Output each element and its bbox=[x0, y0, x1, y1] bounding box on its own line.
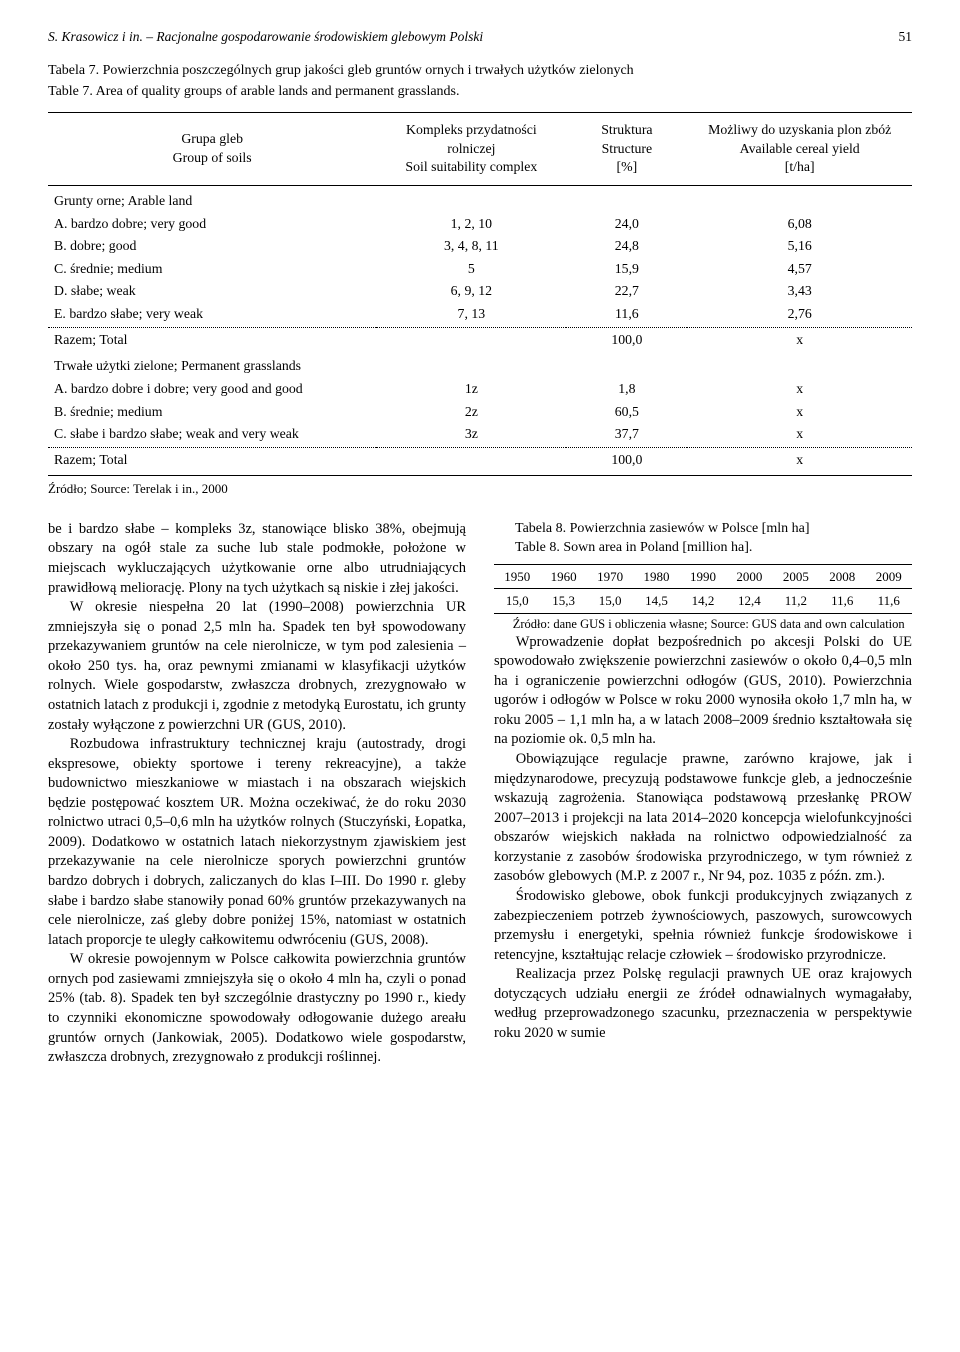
table-cell: A. bardzo dobre; very good bbox=[48, 213, 376, 236]
table-cell: 24,8 bbox=[566, 235, 687, 258]
table-cell bbox=[376, 327, 566, 351]
table-cell: 5 bbox=[376, 258, 566, 281]
table-cell: x bbox=[687, 378, 912, 401]
table-cell: 11,6 bbox=[819, 589, 865, 614]
table-cell: 6, 9, 12 bbox=[376, 280, 566, 303]
table-cell: C. średnie; medium bbox=[48, 258, 376, 281]
table-cell: Razem; Total bbox=[48, 327, 376, 351]
table-cell: 60,5 bbox=[566, 401, 687, 424]
table-cell: B. dobre; good bbox=[48, 235, 376, 258]
table-cell: 14,5 bbox=[633, 589, 679, 614]
para: Obowiązujące regulacje prawne, zarówno k… bbox=[494, 750, 912, 887]
para: Środowisko glebowe, obok funkcji produkc… bbox=[494, 887, 912, 965]
running-head-text: S. Krasowicz i in. – Racjonalne gospodar… bbox=[48, 28, 483, 46]
table-cell: 100,0 bbox=[566, 327, 687, 351]
t7-h2: Kompleks przydatności rolniczej Soil sui… bbox=[376, 113, 566, 186]
para: Rozbudowa infrastruktury technicznej kra… bbox=[48, 735, 466, 950]
table-cell: A. bardzo dobre i dobre; very good and g… bbox=[48, 378, 376, 401]
table-cell: 1960 bbox=[540, 564, 586, 589]
table-cell: 11,6 bbox=[866, 589, 913, 614]
table-cell: 15,0 bbox=[494, 589, 540, 614]
table-cell: 2008 bbox=[819, 564, 865, 589]
table-cell: 15,3 bbox=[540, 589, 586, 614]
table-cell: 1970 bbox=[587, 564, 633, 589]
table7-source: Źródło; Source: Terelak i in., 2000 bbox=[48, 480, 912, 498]
table-cell: Razem; Total bbox=[48, 447, 376, 476]
para: Realizacja przez Polskę regulacji prawny… bbox=[494, 965, 912, 1043]
table-cell: 7, 13 bbox=[376, 303, 566, 327]
table-cell: E. bardzo słabe; very weak bbox=[48, 303, 376, 327]
table-cell: 15,9 bbox=[566, 258, 687, 281]
para: W okresie powojennym w Polsce całkowita … bbox=[48, 950, 466, 1067]
table-cell: 3z bbox=[376, 423, 566, 447]
table-cell: x bbox=[687, 447, 912, 476]
table-cell: 14,2 bbox=[680, 589, 726, 614]
table-cell: 6,08 bbox=[687, 213, 912, 236]
body-columns: be i bardzo słabe – kompleks 3z, stanowi… bbox=[48, 520, 912, 1068]
table-cell: 100,0 bbox=[566, 447, 687, 476]
table7-caption-pl: Tabela 7. Powierzchnia poszczególnych gr… bbox=[48, 62, 912, 81]
table-cell: 22,7 bbox=[566, 280, 687, 303]
table-cell: D. słabe; weak bbox=[48, 280, 376, 303]
table-cell: 2000 bbox=[726, 564, 772, 589]
table-cell: 1950 bbox=[494, 564, 540, 589]
para: Wprowadzenie dopłat bezpośrednich po akc… bbox=[494, 633, 912, 750]
para: be i bardzo słabe – kompleks 3z, stanowi… bbox=[48, 520, 466, 598]
table-cell: 2,76 bbox=[687, 303, 912, 327]
table-cell: 11,6 bbox=[566, 303, 687, 327]
t7-h4: Możliwy do uzyskania plon zbóż Available… bbox=[687, 113, 912, 186]
para: W okresie niespełna 20 lat (1990–2008) p… bbox=[48, 598, 466, 735]
table-cell bbox=[376, 447, 566, 476]
page-number: 51 bbox=[899, 28, 913, 46]
table8: 195019601970198019902000200520082009 15,… bbox=[494, 564, 912, 614]
table-cell: 3, 4, 8, 11 bbox=[376, 235, 566, 258]
table-cell: Grunty orne; Arable land bbox=[48, 185, 912, 212]
table-cell: C. słabe i bardzo słabe; weak and very w… bbox=[48, 423, 376, 447]
table-cell: 1, 2, 10 bbox=[376, 213, 566, 236]
table-cell: 4,57 bbox=[687, 258, 912, 281]
table-cell: x bbox=[687, 401, 912, 424]
table-cell: 2z bbox=[376, 401, 566, 424]
table-cell: 37,7 bbox=[566, 423, 687, 447]
t7-h3: Struktura Structure [%] bbox=[566, 113, 687, 186]
table-cell: x bbox=[687, 327, 912, 351]
table7-caption-en: Table 7. Area of quality groups of arabl… bbox=[48, 83, 912, 102]
table-cell: 12,4 bbox=[726, 589, 772, 614]
table-cell: 1990 bbox=[680, 564, 726, 589]
table-cell: 1z bbox=[376, 378, 566, 401]
table-cell: Trwałe użytki zielone; Permanent grassla… bbox=[48, 351, 912, 378]
t7-h1: Grupa gleb Group of soils bbox=[48, 113, 376, 186]
table-cell: 11,2 bbox=[773, 589, 819, 614]
table8-caption-pl: Tabela 8. Powierzchnia zasiewów w Polsce… bbox=[494, 520, 912, 539]
table8-caption-en: Table 8. Sown area in Poland [million ha… bbox=[494, 539, 912, 558]
table-cell: 24,0 bbox=[566, 213, 687, 236]
running-head: S. Krasowicz i in. – Racjonalne gospodar… bbox=[48, 28, 912, 46]
table-cell: 2009 bbox=[866, 564, 913, 589]
table-cell: 5,16 bbox=[687, 235, 912, 258]
table8-block: Tabela 8. Powierzchnia zasiewów w Polsce… bbox=[494, 520, 912, 633]
table-cell: 1980 bbox=[633, 564, 679, 589]
table-cell: x bbox=[687, 423, 912, 447]
table-cell: 2005 bbox=[773, 564, 819, 589]
table8-source: Źródło: dane GUS i obliczenia własne; So… bbox=[494, 616, 912, 633]
table7: Grupa gleb Group of soils Kompleks przyd… bbox=[48, 112, 912, 476]
table-cell: 3,43 bbox=[687, 280, 912, 303]
table-cell: 1,8 bbox=[566, 378, 687, 401]
table-cell: B. średnie; medium bbox=[48, 401, 376, 424]
table-cell: 15,0 bbox=[587, 589, 633, 614]
